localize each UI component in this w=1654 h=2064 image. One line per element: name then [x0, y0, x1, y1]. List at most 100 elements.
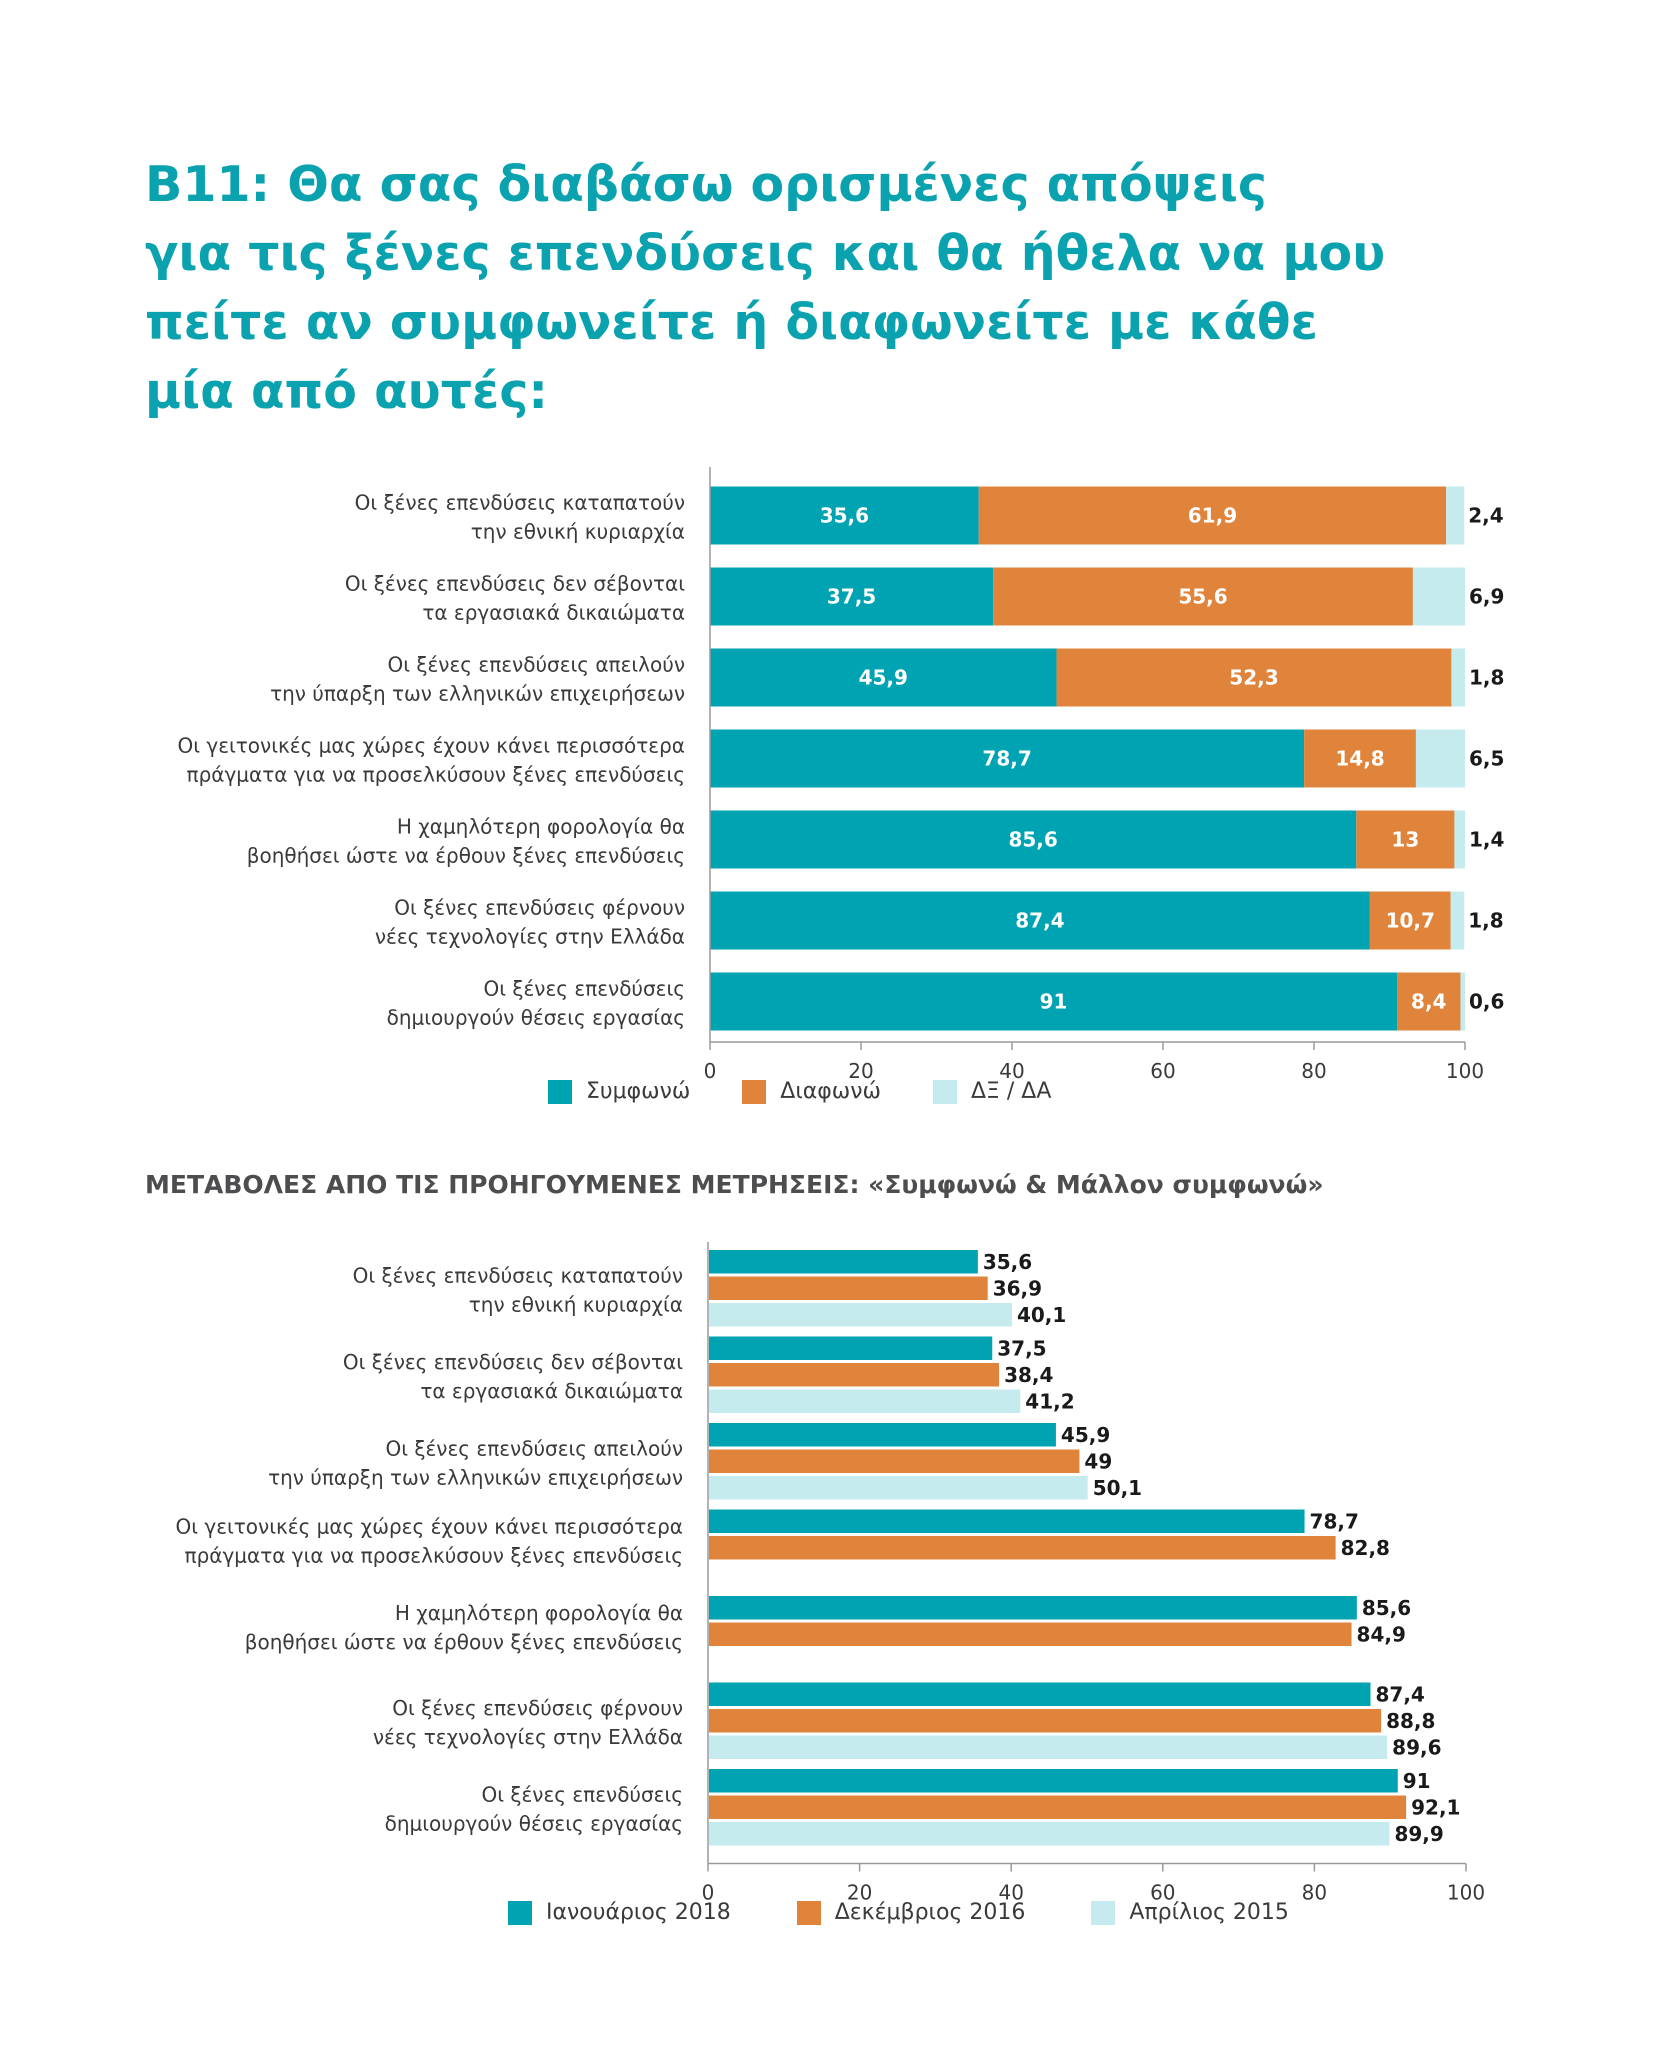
- bar: [709, 1682, 1371, 1706]
- category-label: Οι ξένες επενδύσεις δεν σέβονται: [343, 1350, 683, 1374]
- data-label: 91: [1040, 990, 1068, 1014]
- title-line: B11: Θα σας διαβάσω ορισμένες απόψεις: [145, 156, 1267, 213]
- legend-item: Δεκέμβριος 2016: [796, 1900, 1025, 1925]
- category-label: Οι γειτονικές μας χώρες έχουν κάνει περι…: [177, 734, 685, 758]
- title-line: μία από αυτές:: [145, 363, 548, 420]
- x-tick-label: 20: [848, 1059, 873, 1083]
- category-label: Οι ξένες επενδύσεις απειλούν: [385, 1436, 683, 1460]
- title-line: πείτε αν συμφωνείτε ή διαφωνείτε με κάθε: [145, 294, 1318, 351]
- category-label: δημιουργούν θέσεις εργασίας: [385, 1811, 683, 1835]
- stacked-bar-chart: Οι ξένες επενδύσεις καταπατούν την εθνική…: [177, 467, 1504, 1083]
- grouped-bar-chart: Οι ξένες επενδύσεις καταπατούν την εθνική…: [175, 1242, 1485, 1905]
- bar-segment: [710, 810, 1357, 869]
- stacked-chart-legend: Συμφωνώ Διαφωνώ ΔΞ / ΔΑ: [548, 1079, 1103, 1104]
- data-label: 13: [1391, 828, 1419, 852]
- bar-segment: [1415, 729, 1465, 788]
- legend-item: Συμφωνώ: [548, 1079, 690, 1104]
- bar-segment: [1460, 972, 1465, 1031]
- category-label: την εθνική κυριαρχία: [471, 520, 685, 544]
- data-label: 8,4: [1411, 990, 1446, 1014]
- category-label: Η χαμηλότερη φορολογία θα: [397, 815, 685, 839]
- bar-segment: [993, 567, 1413, 626]
- legend-swatch: [932, 1079, 957, 1104]
- bar-segment: [1451, 648, 1465, 707]
- category-label: νέες τεχνολογίες στην Ελλάδα: [373, 1725, 683, 1749]
- data-label: 87,4: [1015, 909, 1064, 933]
- bar-segment: [1412, 567, 1465, 626]
- bar-segment: [710, 972, 1398, 1031]
- bar: [709, 1536, 1336, 1560]
- category-label: Οι ξένες επενδύσεις: [483, 977, 685, 1001]
- data-label: 78,7: [982, 747, 1031, 771]
- bar-segment: [1356, 810, 1455, 869]
- bar-segment: [710, 729, 1305, 788]
- category-label: νέες τεχνολογίες στην Ελλάδα: [375, 925, 685, 949]
- category-label: Η χαμηλότερη φορολογία θα: [395, 1601, 683, 1625]
- x-tick-label: 40: [999, 1059, 1024, 1083]
- data-label: 89,9: [1394, 1822, 1443, 1846]
- data-label: 14,8: [1335, 747, 1384, 771]
- bar: [709, 1769, 1398, 1793]
- bar: [709, 1336, 993, 1360]
- data-label: 55,6: [1178, 585, 1227, 609]
- data-label: 89,6: [1392, 1735, 1441, 1759]
- data-label: 91: [1403, 1769, 1431, 1793]
- data-label: 1,4: [1469, 828, 1504, 852]
- bar: [709, 1509, 1305, 1533]
- category-label: την ύπαρξη των ελληνικών επιχειρήσεων: [268, 1465, 683, 1489]
- data-label: 45,9: [1061, 1423, 1110, 1447]
- category-label: Οι ξένες επενδύσεις φέρνουν: [392, 1696, 683, 1720]
- data-label: 0,6: [1469, 990, 1504, 1014]
- category-label: Οι γειτονικές μας χώρες έχουν κάνει περι…: [175, 1515, 683, 1539]
- category-label: την εθνική κυριαρχία: [469, 1292, 683, 1316]
- category-label: Οι ξένες επενδύσεις δεν σέβονται: [345, 572, 685, 596]
- bar: [709, 1476, 1088, 1500]
- data-label: 6,9: [1469, 585, 1504, 609]
- category-label: Οι ξένες επενδύσεις καταπατούν: [353, 1263, 683, 1287]
- bar-segment: [1369, 891, 1451, 950]
- bar: [709, 1735, 1388, 1759]
- bar: [709, 1389, 1021, 1413]
- data-label: 52,3: [1229, 666, 1278, 690]
- category-label: την ύπαρξη των ελληνικών επιχειρήσεων: [270, 682, 685, 706]
- data-label: 50,1: [1093, 1476, 1142, 1500]
- data-label: 6,5: [1469, 747, 1504, 771]
- grouped-chart-legend: Ιανουάριος 2018 Δεκέμβριος 2016 Απρίλιος…: [508, 1900, 1341, 1925]
- data-label: 92,1: [1411, 1795, 1460, 1819]
- data-label: 2,4: [1468, 504, 1503, 528]
- category-label: τα εργασιακά δικαιώματα: [420, 1379, 683, 1403]
- category-label: Οι ξένες επενδύσεις: [481, 1782, 683, 1806]
- legend-label: Απρίλιος 2015: [1129, 1900, 1289, 1925]
- x-tick-label: 20: [847, 1881, 872, 1905]
- legend-swatch: [742, 1079, 767, 1104]
- data-label: 35,6: [820, 504, 869, 528]
- data-label: 49: [1084, 1449, 1112, 1473]
- x-tick-label: 80: [1301, 1059, 1326, 1083]
- legend-swatch: [548, 1079, 572, 1104]
- bar-segment: [1397, 972, 1461, 1031]
- data-label: 85,6: [1362, 1596, 1411, 1620]
- bar: [709, 1423, 1056, 1447]
- data-label: 87,4: [1375, 1682, 1424, 1706]
- bar-segment: [1304, 729, 1416, 788]
- x-tick-label: 100: [1446, 1059, 1484, 1083]
- bar-segment: [710, 486, 979, 545]
- legend-swatch: [1091, 1900, 1116, 1925]
- bar: [709, 1363, 1000, 1387]
- legend-label: Ιανουάριος 2018: [546, 1900, 731, 1925]
- data-label: 1,8: [1468, 909, 1503, 933]
- data-label: 10,7: [1386, 909, 1435, 933]
- bar-segment: [710, 567, 994, 626]
- legend-item: Διαφωνώ: [742, 1079, 881, 1104]
- data-label: 85,6: [1008, 828, 1057, 852]
- data-label: 40,1: [1017, 1303, 1066, 1327]
- data-label: 45,9: [859, 666, 908, 690]
- bar: [709, 1622, 1352, 1646]
- data-label: 35,6: [983, 1250, 1032, 1274]
- data-label: 82,8: [1341, 1536, 1390, 1560]
- category-label: πράγματα για να προσελκύσουν ξένες επενδ…: [185, 1544, 683, 1568]
- x-tick-label: 0: [704, 1059, 717, 1083]
- x-tick-label: 60: [1150, 1881, 1175, 1905]
- x-tick-label: 60: [1150, 1059, 1175, 1083]
- bar-segment: [1446, 486, 1465, 545]
